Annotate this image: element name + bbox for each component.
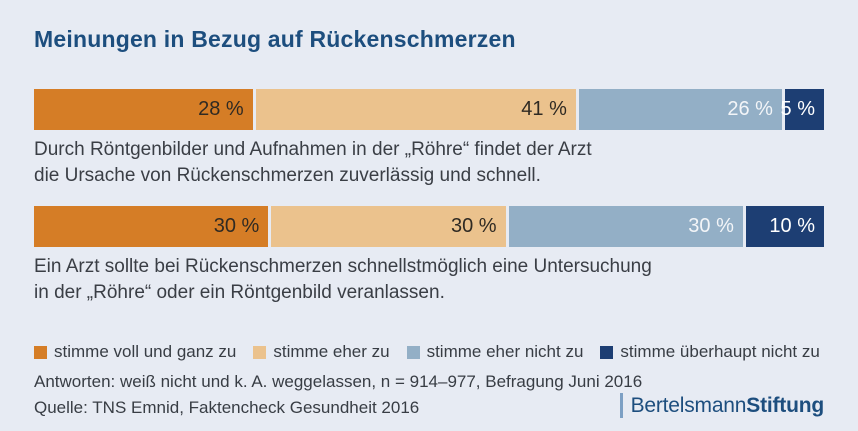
bar-segment: 10 % [745,206,824,247]
footnote-answers: Antworten: weiß nicht und k. A. weggelas… [34,372,643,391]
page-title: Meinungen in Bezug auf Rückenschmerzen [34,26,516,52]
legend-swatch-icon [253,345,267,359]
legend-item: stimme eher nicht zu [406,342,584,362]
stacked-bar: 30 % 30 % 30 % 10 % [34,206,824,247]
footnote-source: Quelle: TNS Emnid, Faktencheck Gesundhei… [34,398,420,417]
footer-row: Quelle: TNS Emnid, Faktencheck Gesundhei… [34,393,824,419]
bar-statement: Ein Arzt sollte bei Rückenschmerzen schn… [34,256,652,303]
bar-segment-label: 28 % [198,98,244,120]
chart-rows: 28 % 41 % 26 % 5 % Durch Röntgenbilder und A… [34,89,824,306]
bertelsmann-stiftung-logo: Bertelsmann Stiftung [619,393,824,419]
legend-swatch-icon [34,345,47,359]
legend-label: stimme voll und ganz zu [54,342,237,361]
bar-segment: 26 % [578,89,782,130]
legend-item: stimme überhaupt nicht zu [600,342,820,362]
bar-segment-label: 30 % [688,215,734,237]
bar-segment-label: 5 % [780,98,815,120]
legend-label: stimme eher zu [273,342,390,361]
legend-label: stimme überhaupt nicht zu [620,342,820,361]
legend-swatch-icon [600,345,614,359]
bar-segment-label: 30 % [451,215,497,237]
legend-label: stimme eher nicht zu [426,342,584,361]
legend-swatch-icon [406,345,420,359]
stacked-bar: 28 % 41 % 26 % 5 % [34,89,824,130]
bar-segment: 30 % [271,206,506,247]
bar-segment: 5 % [781,89,824,130]
bar-segment-label: 10 % [769,215,815,237]
legend-item: stimme voll und ganz zu [34,342,236,362]
chart-legend: stimme voll und ganz zu stimme eher zu sti… [34,342,824,362]
bar-segment: 28 % [34,89,253,130]
bar-segment: 41 % [255,89,576,130]
logo-divider-bar [619,393,623,418]
logo-text-bertelsmann: Bertelsmann [630,393,747,417]
logo-text-stiftung: Stiftung [746,393,824,417]
bar-segment-label: 26 % [727,98,773,120]
legend-item: stimme eher zu [253,342,390,362]
bar-segment: 30 % [34,206,269,247]
bar-segment-label: 41 % [521,98,567,120]
bar-segment-label: 30 % [213,215,260,237]
bar-statement: Durch Röntgenbilder und Aufnahmen in der… [34,139,592,186]
bar-segment: 30 % [508,206,743,247]
